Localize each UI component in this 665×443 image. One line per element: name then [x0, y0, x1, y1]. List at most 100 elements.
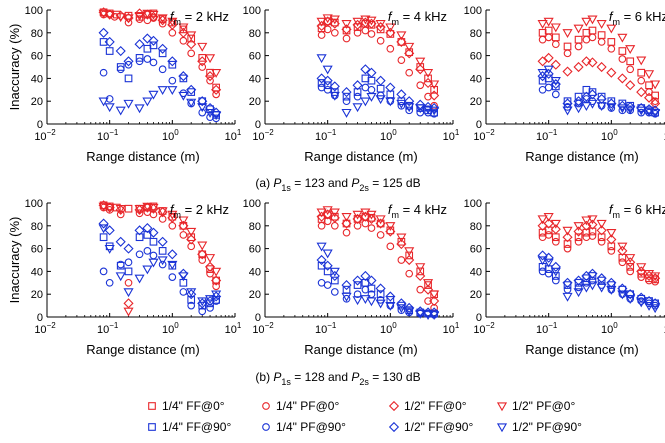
data-point — [157, 236, 168, 247]
data-point — [178, 71, 189, 82]
data-point — [537, 250, 548, 261]
series-7 — [316, 54, 440, 118]
x-tick-base: 10 — [536, 131, 548, 143]
data-point — [597, 38, 606, 46]
data-point — [148, 35, 159, 46]
data-point — [562, 106, 573, 116]
data-point — [105, 47, 114, 55]
frequency-label: fm = 4 kHz — [388, 202, 447, 220]
data-point — [596, 219, 607, 229]
y-tick-label: 0 — [476, 312, 482, 324]
data-point — [429, 307, 440, 318]
y-axis-label: Inaccuracy (%) — [7, 217, 22, 304]
data-point — [341, 20, 352, 29]
data-point — [596, 102, 607, 111]
data-point — [316, 54, 327, 64]
y-tick-label: 80 — [470, 221, 482, 233]
data-point — [186, 289, 197, 300]
y-tick-label: 40 — [249, 266, 261, 278]
data-point — [617, 33, 628, 43]
x-tick-label: 101 — [443, 321, 460, 336]
data-point — [625, 101, 636, 112]
data-point — [104, 225, 115, 236]
data-point — [650, 304, 661, 314]
legend-marker — [262, 423, 270, 431]
x-tick-base: 10 — [97, 131, 109, 143]
data-point — [317, 221, 326, 230]
data-point — [316, 73, 327, 84]
data-point — [186, 31, 197, 41]
y-tick-label: 100 — [464, 198, 482, 210]
data-point — [396, 99, 407, 109]
data-point — [581, 216, 592, 226]
x-tick-label: 10−2 — [34, 128, 56, 143]
data-point — [550, 261, 561, 272]
data-point — [123, 288, 134, 298]
data-point — [385, 82, 396, 93]
data-point — [650, 272, 661, 282]
y-tick-label: 100 — [464, 5, 482, 17]
series-6 — [316, 254, 440, 318]
data-point — [422, 69, 434, 78]
x-tick-exponent: −2 — [265, 128, 275, 137]
data-point — [123, 99, 134, 109]
data-point — [385, 226, 396, 237]
data-point — [329, 91, 340, 101]
data-point — [587, 268, 598, 279]
legend-marker — [496, 423, 508, 433]
x-tick-base: 10 — [315, 131, 327, 143]
data-point — [168, 273, 177, 281]
data-point — [376, 231, 385, 239]
data-point — [551, 33, 560, 42]
data-point — [158, 49, 167, 58]
legend-marker — [148, 423, 156, 431]
data-point — [211, 290, 222, 300]
x-tick-base: 10 — [252, 131, 264, 143]
data-point — [353, 281, 362, 289]
caption-p1-subscript: 1s — [281, 183, 291, 193]
x-tick-base: 10 — [380, 131, 392, 143]
legend-item: 1/2" FF@90° — [388, 420, 473, 434]
x-tick-base: 10 — [315, 324, 327, 336]
data-point — [178, 272, 189, 282]
legend-item: 1/4" PF@90° — [262, 420, 346, 434]
data-point — [179, 36, 188, 45]
data-point — [587, 99, 598, 109]
data-point — [573, 61, 584, 73]
data-point — [375, 20, 386, 29]
data-point — [415, 263, 426, 273]
series-2 — [316, 16, 440, 101]
data-point — [142, 202, 153, 212]
data-point — [415, 64, 426, 75]
data-point — [397, 237, 406, 246]
data-point — [573, 275, 584, 286]
data-point — [375, 218, 386, 229]
x-tick-label: 10−2 — [473, 128, 495, 143]
data-point — [366, 18, 377, 29]
x-tick-base: 10 — [601, 131, 613, 143]
data-point — [148, 258, 159, 268]
series-7 — [98, 224, 222, 307]
data-point — [179, 221, 188, 230]
data-point — [352, 213, 363, 225]
data-point — [367, 85, 376, 94]
data-point — [643, 270, 655, 279]
data-point — [167, 249, 178, 260]
data-point — [396, 238, 407, 250]
data-point — [316, 20, 327, 32]
data-point — [134, 225, 145, 236]
data-point — [366, 297, 377, 307]
frequency-value: = 4 kHz — [399, 9, 447, 24]
legend-item: 1/4" PF@0° — [262, 399, 339, 413]
x-tick-label: 101 — [664, 128, 665, 143]
data-point — [149, 251, 158, 260]
x-tick-base: 10 — [225, 324, 237, 336]
x-tick-label: 10−1 — [536, 321, 558, 336]
data-point — [551, 40, 560, 49]
data-point — [317, 31, 326, 39]
data-point — [178, 216, 189, 226]
data-point — [123, 298, 134, 309]
y-tick-label: 60 — [470, 51, 482, 63]
data-point — [124, 18, 133, 27]
data-point — [422, 105, 434, 115]
